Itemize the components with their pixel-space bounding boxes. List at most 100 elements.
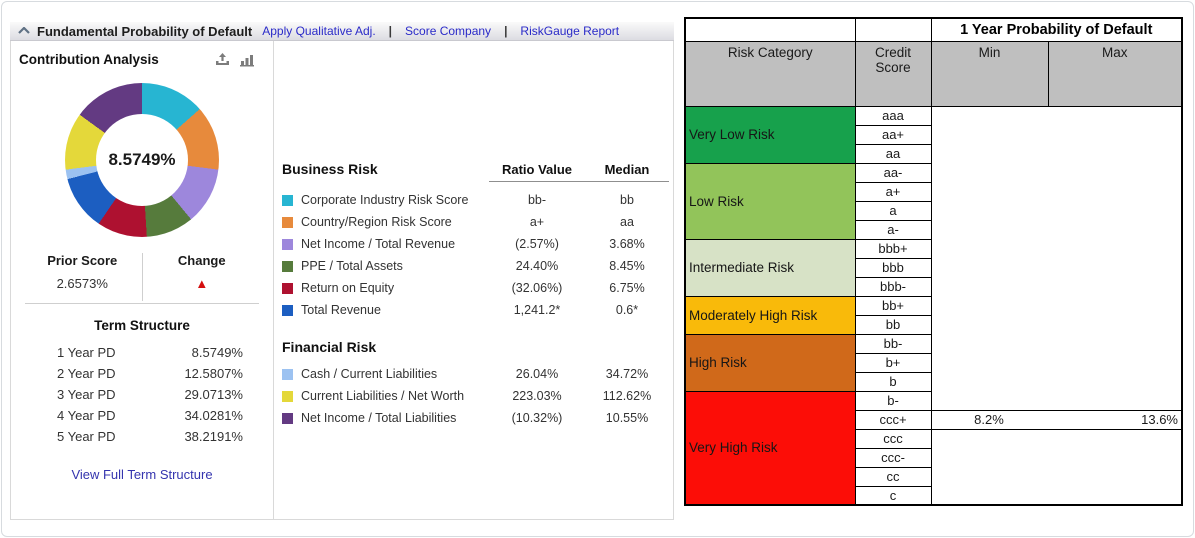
legend-swatch <box>282 304 293 316</box>
ratio-row: Net Income / Total Revenue (2.57%) 3.68% <box>282 233 669 255</box>
ratio-label: PPE / Total Assets <box>301 259 403 273</box>
section-header-bar: Fundamental Probability of Default Apply… <box>10 22 674 41</box>
credit-score-row: High Risk bb- <box>684 333 1182 392</box>
credit-score-cell: bb <box>854 314 932 335</box>
credit-score-cell: aaa <box>854 105 932 126</box>
one-year-pd-header: 1 Year Probability of Default <box>930 17 1183 42</box>
ratio-value: 223.03% <box>512 389 562 403</box>
credit-score-row: Very High Risk b- <box>684 390 1182 506</box>
pd-span-header-row: 1 Year Probability of Default <box>684 17 1183 42</box>
contribution-donut-chart: 8.5749% <box>65 83 219 237</box>
prior-score-block: Prior Score 2.6573% <box>23 253 143 301</box>
credit-score-row: ccc- <box>685 447 1182 468</box>
header-link[interactable]: Score Company <box>405 24 492 38</box>
credit-score-cell: bb+ <box>854 295 932 316</box>
term-label: 1 Year PD <box>57 345 116 360</box>
credit-score-cell: b+ <box>854 352 932 373</box>
credit-score-row: Intermediate Risk bbb+ <box>684 238 1182 297</box>
credit-score-cell: cc <box>854 466 932 487</box>
risk-category-header: Risk Category <box>684 40 856 107</box>
change-label: Change <box>177 253 226 268</box>
ratio-label: Cash / Current Liabilities <box>301 367 438 381</box>
header-link[interactable]: RiskGauge Report <box>520 24 620 38</box>
credit-score-cell: ccc+ <box>854 409 932 430</box>
legend-swatch <box>282 260 293 272</box>
ratio-row: Current Liabilities / Net Worth 223.03% … <box>282 385 669 407</box>
term-label: 3 Year PD <box>57 387 116 402</box>
term-label: 4 Year PD <box>57 408 116 423</box>
credit-score-row: a <box>685 200 1182 221</box>
credit-score-cell: bbb <box>854 257 932 278</box>
ratio-median: 10.55% <box>605 411 649 425</box>
contribution-analysis-panel: Contribution Analysis 8.5749% <box>11 41 273 519</box>
prior-change-row: Prior Score 2.6573% Change ▲ <box>23 253 261 301</box>
legend-swatch <box>282 238 293 250</box>
ratio-median: 3.68% <box>609 237 645 251</box>
ratio-label: Return on Equity <box>301 281 395 295</box>
financial-risk-title: Financial Risk <box>282 339 377 355</box>
term-value: 38.2191% <box>184 429 243 444</box>
ratio-row: Country/Region Risk Score a+ aa <box>282 211 669 233</box>
credit-score-cell: bb- <box>854 333 932 354</box>
panel-title: Contribution Analysis <box>19 52 159 67</box>
contribution-header: Contribution Analysis <box>11 41 273 71</box>
chevron-up-icon[interactable] <box>18 27 30 35</box>
risk-category-table: 1 Year Probability of Default Risk Categ… <box>684 17 1183 506</box>
credit-score-row: bb <box>685 314 1182 335</box>
pd-max-value: 13.6% <box>1141 412 1178 427</box>
ratio-row: Total Revenue 1,241.2* 0.6* <box>282 299 669 321</box>
export-icon[interactable] <box>215 52 230 67</box>
credit-score-row: bbb- <box>685 276 1182 297</box>
ratio-median: 34.72% <box>605 367 649 381</box>
ratio-value: (10.32%) <box>511 411 563 425</box>
credit-score-cell: a- <box>854 219 932 240</box>
term-structure-row: 2 Year PD 12.5807% <box>11 363 273 384</box>
term-value: 34.0281% <box>184 408 243 423</box>
pd-range-value-cell: 8.2% 13.6% <box>930 409 1183 430</box>
risk-ratios-panel: Business Risk Ratio Value Median Corpora… <box>273 41 673 519</box>
ratio-median: 0.6* <box>615 303 639 317</box>
legend-swatch <box>282 390 293 402</box>
min-header: Min <box>930 40 1049 107</box>
ratio-median: aa <box>620 215 634 229</box>
pd-range-empty-cell <box>930 428 1183 506</box>
ratio-value: (32.06%) <box>511 281 563 295</box>
ratio-label: Country/Region Risk Score <box>301 215 452 229</box>
change-block: Change ▲ <box>143 253 262 301</box>
ratio-value-column-header: Ratio Value <box>501 162 573 177</box>
ratio-value: a+ <box>529 215 545 229</box>
link-separator: | <box>504 24 508 38</box>
credit-score-row: Moderately High Risk bb+ <box>684 295 1182 335</box>
credit-score-cell: aa+ <box>854 124 932 145</box>
ratio-row: Corporate Industry Risk Score bb- bb <box>282 189 669 211</box>
legend-swatch <box>282 194 293 206</box>
divider <box>25 303 259 304</box>
term-value: 29.0713% <box>184 387 243 402</box>
legend-swatch <box>282 412 293 424</box>
empty-cell <box>854 17 932 42</box>
legend-swatch <box>282 282 293 294</box>
risk-category-cell: Very High Risk <box>684 390 856 506</box>
term-structure-row: 4 Year PD 34.0281% <box>11 405 273 426</box>
pd-range-empty-cell <box>930 105 1183 411</box>
ratio-label: Corporate Industry Risk Score <box>301 193 469 207</box>
ratio-median: 6.75% <box>609 281 645 295</box>
link-separator: | <box>388 24 393 38</box>
view-full-term-structure-link[interactable]: View Full Term Structure <box>71 467 213 482</box>
business-risk-rows: Corporate Industry Risk Score bb- bb Cou… <box>282 189 669 321</box>
bar-chart-icon[interactable] <box>240 53 255 67</box>
ratio-row: Net Income / Total Liabilities (10.32%) … <box>282 407 669 429</box>
median-column-header: Median <box>604 162 650 177</box>
business-risk-title: Business Risk <box>282 161 378 177</box>
prior-score-value: 2.6573% <box>56 276 108 291</box>
term-structure-rows: 1 Year PD 8.5749% 2 Year PD 12.5807% 3 Y… <box>11 342 273 447</box>
section-title: Fundamental Probability of Default <box>37 23 253 39</box>
header-link[interactable]: Apply Qualitative Adj. <box>262 24 376 38</box>
term-value: 8.5749% <box>191 345 243 360</box>
pd-min-value: 8.2% <box>974 412 1004 427</box>
ratio-row: PPE / Total Assets 24.40% 8.45% <box>282 255 669 277</box>
header-links: Apply Qualitative Adj. | Score Company | Ris… <box>262 24 619 38</box>
change-up-triangle-icon: ▲ <box>195 276 209 291</box>
credit-score-cell: a <box>854 200 932 221</box>
